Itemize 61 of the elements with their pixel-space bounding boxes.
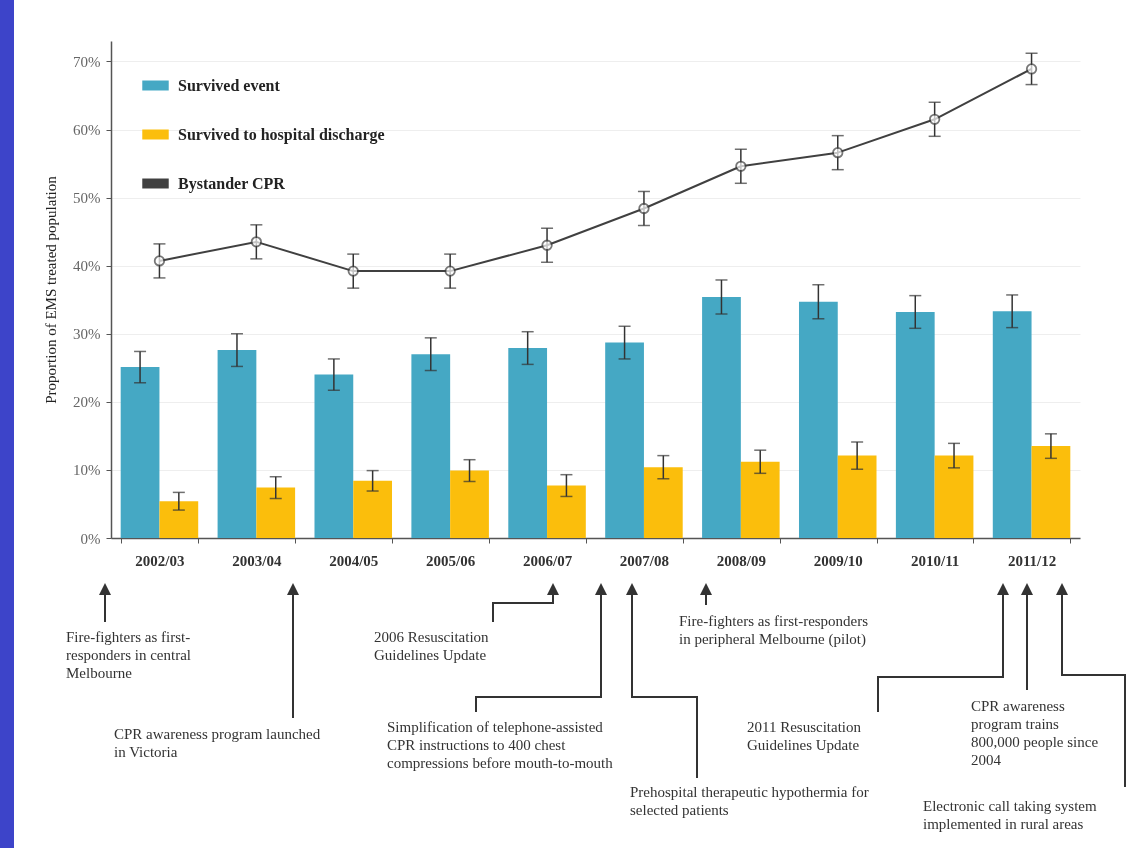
bar <box>547 485 586 538</box>
bar <box>605 342 644 538</box>
x-tick-label: 2008/09 <box>716 552 766 569</box>
x-tick-label: 2002/03 <box>135 552 185 569</box>
text: Prehospital therapeutic hypothermia for selected patients <box>630 783 870 819</box>
y-tick-label: 70% <box>73 53 101 70</box>
point <box>541 239 553 251</box>
x-tick-label: 2003/04 <box>232 552 282 569</box>
x-tick-label: 2004/05 <box>329 552 379 569</box>
bar <box>411 354 451 538</box>
text: 2006 Resuscitation Guidelines Update <box>374 628 490 664</box>
text: 2011 Resuscitation Guidelines Update <box>747 718 863 754</box>
bar <box>450 470 489 538</box>
bar <box>1031 446 1071 538</box>
text: Simplification of telephone-assisted CPR instructions to 400 chest compressions before mouth-to-mouth <box>387 718 614 772</box>
text: Fire-fighters as first-responders in central Melbourne <box>66 628 192 682</box>
bar <box>217 350 257 538</box>
bar <box>353 480 393 538</box>
y-tick-label: 60% <box>73 122 101 139</box>
bar <box>702 296 741 538</box>
y-tick-label: 10% <box>73 462 101 479</box>
bar <box>120 367 160 538</box>
point <box>444 265 456 277</box>
bar <box>314 374 354 538</box>
bar <box>256 487 296 538</box>
point <box>929 113 941 125</box>
x-tick-label: 2007/08 <box>619 552 670 569</box>
x-tick-label: 2006/07 <box>522 552 573 569</box>
bar <box>895 311 935 538</box>
bar <box>798 301 838 538</box>
point <box>153 255 166 267</box>
y-tick-label: 50% <box>73 190 101 207</box>
y-tick-label: 40% <box>73 258 101 275</box>
point <box>735 160 747 172</box>
bar <box>159 501 199 538</box>
point <box>638 202 650 215</box>
bar <box>740 461 780 538</box>
x-tick-label: 2011/12 <box>1007 552 1057 569</box>
bar <box>934 455 974 538</box>
x-tick-label: 2009/10 <box>813 552 863 569</box>
legend-label: Survived to hospital discharge <box>178 125 385 144</box>
text: Electronic call taking system implemented in rural areas <box>923 797 1098 833</box>
y-tick-label: 30% <box>73 326 101 343</box>
point <box>1025 63 1038 75</box>
y-tick-label: 0% <box>80 530 101 547</box>
y-axis-title: Proportion of EMS treated population <box>43 175 59 404</box>
bar <box>837 455 877 538</box>
text: Fire-fighters as first-responders in peripheral Melbourne (pilot) <box>679 612 869 648</box>
bar <box>508 348 548 538</box>
text: CPR awareness program trains 800,000 people since 2004 <box>971 697 1100 769</box>
point <box>347 265 359 277</box>
x-tick-label: 2010/11 <box>910 552 960 569</box>
point <box>832 147 844 159</box>
text: CPR awareness program launched in Victoria <box>114 725 322 761</box>
legend-label: Survived event <box>178 76 281 94</box>
bar <box>643 467 683 538</box>
x-tick-label: 2005/06 <box>426 552 476 569</box>
bar <box>992 311 1032 538</box>
y-tick-label: 20% <box>73 394 101 411</box>
point <box>250 236 262 248</box>
legend-label: Bystander CPR <box>178 174 286 193</box>
